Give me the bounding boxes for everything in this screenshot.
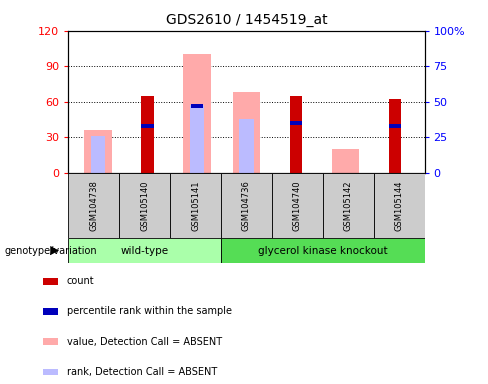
Bar: [221, 238, 425, 263]
Text: rank, Detection Call = ABSENT: rank, Detection Call = ABSENT: [67, 367, 217, 377]
Text: glycerol kinase knockout: glycerol kinase knockout: [258, 245, 387, 256]
Bar: [189, 104, 204, 173]
Text: GSM104738: GSM104738: [89, 180, 98, 231]
Text: percentile rank within the sample: percentile rank within the sample: [67, 306, 232, 316]
Text: GSM104736: GSM104736: [242, 180, 251, 231]
Bar: [68, 238, 221, 263]
Bar: [43, 338, 58, 345]
Text: count: count: [67, 276, 94, 286]
Text: genotype/variation: genotype/variation: [5, 245, 98, 256]
Bar: [142, 96, 154, 173]
Bar: [91, 136, 105, 173]
Bar: [388, 124, 401, 128]
Bar: [68, 173, 119, 238]
Bar: [332, 149, 359, 173]
Text: GSM104740: GSM104740: [293, 180, 302, 231]
Text: value, Detection Call = ABSENT: value, Detection Call = ABSENT: [67, 337, 222, 347]
Text: GSM105141: GSM105141: [191, 180, 200, 231]
Bar: [290, 96, 302, 173]
Bar: [290, 121, 302, 126]
Text: wild-type: wild-type: [121, 245, 169, 256]
Bar: [43, 308, 58, 315]
Bar: [272, 173, 323, 238]
Text: GSM105144: GSM105144: [395, 180, 404, 231]
Bar: [388, 99, 401, 173]
Bar: [170, 173, 221, 238]
Bar: [43, 278, 58, 285]
Bar: [142, 124, 154, 128]
Bar: [183, 55, 210, 173]
Bar: [374, 173, 425, 238]
Bar: [239, 119, 254, 173]
Bar: [84, 130, 112, 173]
Bar: [43, 369, 58, 375]
Title: GDS2610 / 1454519_at: GDS2610 / 1454519_at: [165, 13, 327, 27]
Bar: [119, 173, 170, 238]
Bar: [221, 173, 272, 238]
Text: GSM105142: GSM105142: [344, 180, 353, 231]
Bar: [191, 104, 203, 108]
Bar: [323, 173, 374, 238]
Text: GSM105140: GSM105140: [140, 180, 149, 231]
Bar: [233, 92, 260, 173]
